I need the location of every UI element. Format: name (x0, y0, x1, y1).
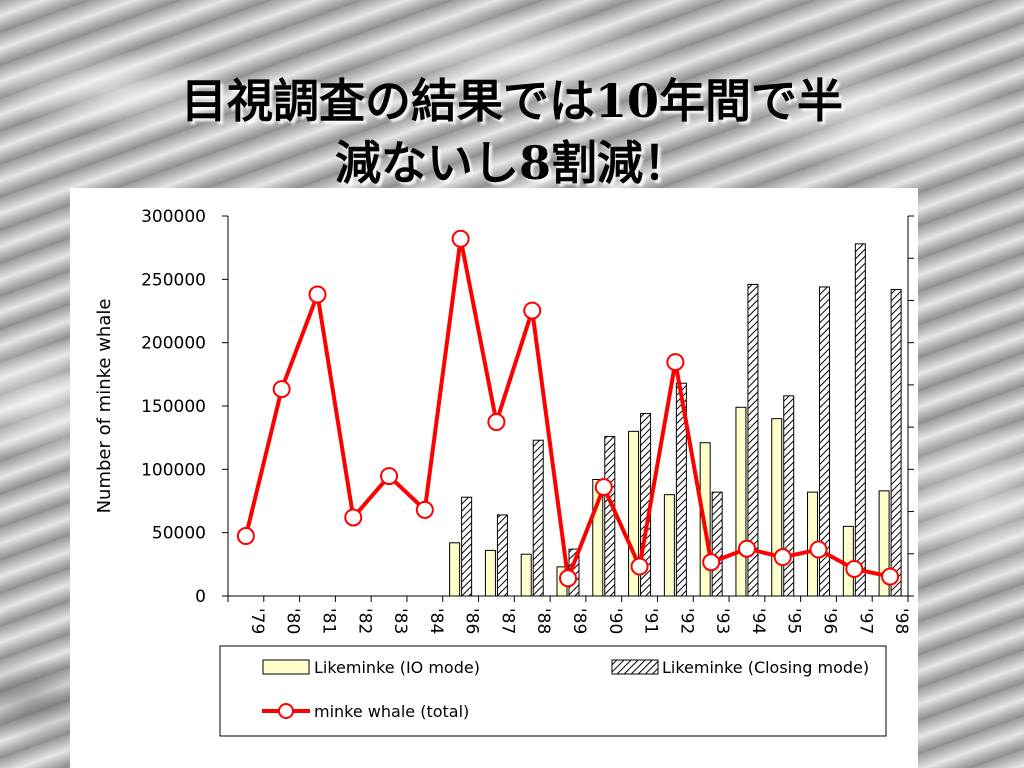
x-tick-label: '86 (462, 608, 482, 634)
x-tick-label: '79 (247, 608, 267, 634)
bar-io-mode (484, 549, 496, 597)
bar-io-mode (628, 430, 640, 597)
bar-closing-mode (819, 286, 831, 597)
x-tick-label: '88 (533, 608, 553, 634)
x-tick-label: '91 (641, 608, 661, 634)
x-tick-label: '80 (283, 608, 303, 634)
point-minke-total (630, 557, 649, 576)
x-tick-label: '97 (855, 608, 875, 634)
legend-swatch-closing-mode (611, 659, 659, 675)
x-tick-label: '90 (605, 608, 625, 634)
chart-legend: Likeminke (IO mode) Likeminke (Closing mo… (219, 645, 887, 737)
x-tick-label: '92 (676, 608, 696, 634)
x-tick-label: '83 (390, 608, 410, 634)
bar-io-mode (663, 494, 675, 597)
point-minke-total (380, 467, 399, 486)
point-minke-total (737, 539, 756, 558)
x-tick-label: '82 (354, 608, 374, 634)
point-minke-total (559, 569, 577, 588)
x-tick-label: '81 (318, 608, 338, 634)
bar-closing-mode (496, 514, 508, 597)
bar-closing-mode (532, 439, 544, 597)
legend-label-io-mode: Likeminke (IO mode) (314, 658, 480, 677)
chart-panel: 0500001000001500002000002500003000000510… (70, 188, 918, 768)
bar-closing-mode (461, 496, 473, 597)
y-left-tick-label: 0 (195, 587, 206, 607)
y-left-tick-label: 300000 (141, 207, 206, 227)
y-left-tick-label: 50000 (152, 524, 206, 544)
slide-title-line1: 目視調査の結果では10年間で半 (180, 74, 843, 128)
legend-label-closing-mode: Likeminke (Closing mode) (662, 658, 869, 677)
bar-closing-mode (854, 243, 866, 597)
point-minke-total (773, 548, 792, 567)
x-tick-label: '94 (748, 608, 768, 634)
bar-io-mode (878, 490, 890, 597)
x-tick-label: '98 (891, 608, 911, 634)
legend-box (219, 645, 887, 737)
y-axis-left-label: Number of minke whale (94, 299, 115, 514)
point-minke-total (845, 559, 864, 578)
legend-swatch-marker (278, 703, 294, 719)
bar-io-mode (771, 418, 783, 597)
chart-bars (449, 243, 902, 597)
y-left-tick-label: 100000 (141, 460, 206, 480)
point-minke-total (702, 553, 721, 572)
point-minke-total (344, 508, 363, 527)
x-tick-label: '84 (426, 608, 446, 634)
y-left-tick-label: 250000 (141, 270, 206, 290)
point-minke-total (881, 567, 900, 586)
x-tick-label: '89 (569, 608, 589, 634)
minke-whale-chart: 0500001000001500002000002500003000000510… (94, 207, 914, 737)
bar-closing-mode (711, 491, 723, 597)
x-tick-label: '96 (820, 608, 840, 634)
slide-title-line2: 減ないし8割減！ (334, 136, 689, 190)
bar-io-mode (735, 406, 747, 597)
bar-io-mode (592, 478, 604, 597)
point-minke-total (523, 301, 542, 320)
legend-swatch-io-mode (262, 659, 310, 675)
bar-closing-mode (747, 283, 759, 597)
y-left-tick-label: 150000 (141, 397, 206, 417)
bar-closing-mode (783, 395, 795, 597)
point-minke-total (487, 413, 506, 432)
point-minke-total (415, 500, 434, 519)
point-minke-total (809, 540, 828, 559)
x-tick-label: '93 (712, 608, 732, 634)
point-minke-total (272, 380, 291, 399)
bar-closing-mode (890, 288, 902, 597)
chart-axes: 0500001000001500002000002500003000000510… (94, 207, 914, 634)
point-minke-total (594, 478, 613, 497)
y-left-tick-label: 200000 (141, 334, 206, 354)
x-tick-label: '95 (784, 608, 804, 634)
bar-io-mode (449, 542, 461, 597)
point-minke-total (236, 527, 255, 546)
slide-title: 目視調査の結果では10年間で半 減ないし8割減！ (0, 70, 1024, 194)
point-minke-total (451, 229, 470, 248)
x-tick-label: '87 (497, 608, 517, 634)
legend-label-minke-total: minke whale (total) (314, 702, 469, 721)
bar-io-mode (520, 553, 532, 597)
bar-closing-mode (604, 435, 616, 597)
point-minke-total (666, 353, 685, 372)
bar-closing-mode (675, 382, 687, 597)
chart-line (236, 229, 900, 588)
point-minke-total (308, 285, 327, 304)
